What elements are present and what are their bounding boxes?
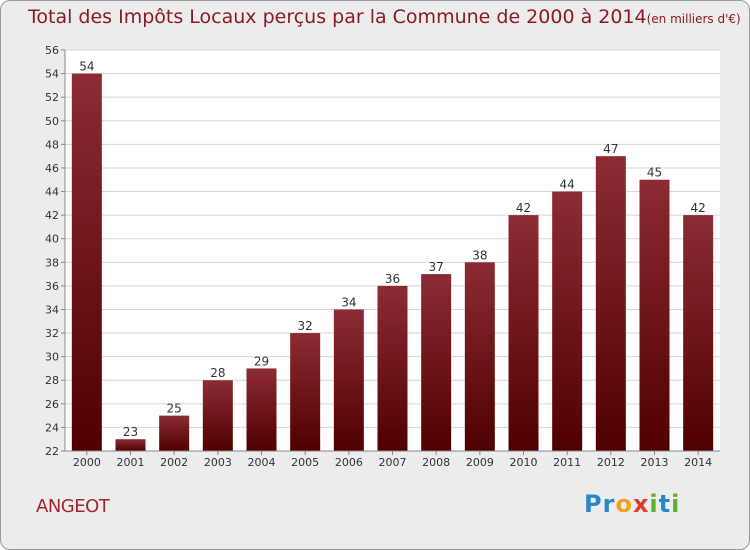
data-label-2003: 28	[210, 366, 225, 380]
y-tick-label: 30	[45, 351, 59, 364]
data-label-2001: 23	[123, 425, 138, 439]
y-tick-label: 40	[45, 233, 59, 246]
y-tick-label: 54	[45, 68, 59, 81]
logo-letter: r	[602, 490, 616, 518]
y-tick-label: 46	[45, 162, 59, 175]
bar-2008[interactable]	[421, 274, 452, 451]
y-tick-label: 28	[45, 374, 59, 387]
bar-2000[interactable]	[71, 73, 102, 452]
x-tick-label-2003: 2003	[204, 456, 232, 469]
bar-2002[interactable]	[159, 415, 190, 451]
x-tick-label-2012: 2012	[597, 456, 625, 469]
y-tick-label: 42	[45, 209, 59, 222]
y-tick-label: 44	[45, 186, 59, 199]
data-label-2008: 37	[429, 260, 444, 274]
x-tick-label-2000: 2000	[73, 456, 101, 469]
y-tick-label: 38	[45, 256, 59, 269]
proxiti-logo[interactable]: Proxiti	[584, 490, 680, 518]
bar-2007[interactable]	[377, 285, 408, 451]
bar-2013[interactable]	[639, 179, 670, 451]
logo-letter: i	[671, 490, 681, 518]
bar-2001[interactable]	[115, 439, 146, 451]
chart-title-main: Total des Impôts Locaux perçus par la Co…	[28, 6, 647, 28]
x-tick-label-2007: 2007	[379, 456, 407, 469]
y-tick-label: 22	[45, 445, 59, 458]
logo-letter: P	[584, 490, 603, 518]
x-tick-label-2004: 2004	[248, 456, 276, 469]
bar-2006[interactable]	[333, 309, 364, 451]
x-tick-label-2002: 2002	[160, 456, 188, 469]
y-tick-label: 26	[45, 398, 59, 411]
x-tick-label-2010: 2010	[510, 456, 538, 469]
data-label-2006: 34	[341, 295, 356, 309]
y-tick-label: 36	[45, 280, 59, 293]
data-label-2014: 42	[691, 201, 706, 215]
data-label-2009: 38	[472, 248, 487, 262]
bar-2012[interactable]	[595, 156, 626, 451]
logo-letter: o	[615, 490, 633, 518]
x-tick-label-2009: 2009	[466, 456, 494, 469]
y-tick-label: 48	[45, 138, 59, 151]
bar-2010[interactable]	[508, 215, 539, 451]
data-label-2011: 44	[560, 178, 575, 192]
y-tick-label: 34	[45, 303, 59, 316]
x-tick-label-2005: 2005	[291, 456, 319, 469]
data-label-2010: 42	[516, 201, 531, 215]
bar-2004[interactable]	[246, 368, 277, 451]
data-label-2013: 45	[647, 166, 662, 180]
y-tick-label: 32	[45, 327, 59, 340]
data-label-2000: 54	[79, 60, 94, 74]
y-tick-label: 52	[45, 91, 59, 104]
bar-2003[interactable]	[202, 380, 233, 451]
chart-title-unit: (en milliers d'€)	[646, 12, 741, 26]
data-label-2005: 32	[298, 319, 313, 333]
data-label-2007: 36	[385, 272, 400, 286]
bar-2011[interactable]	[552, 191, 583, 451]
x-tick-label-2011: 2011	[553, 456, 581, 469]
y-tick-label: 50	[45, 115, 59, 128]
x-tick-label-2008: 2008	[422, 456, 450, 469]
y-tick-label: 56	[45, 44, 59, 57]
data-label-2012: 47	[603, 142, 618, 156]
x-tick-label-2006: 2006	[335, 456, 363, 469]
logo-letter: x	[632, 490, 650, 518]
logo-letter: t	[658, 490, 672, 518]
commune-name: ANGEOT	[36, 496, 110, 517]
x-tick-label-2001: 2001	[117, 456, 145, 469]
y-tick-label: 24	[45, 421, 59, 434]
bar-2014[interactable]	[683, 215, 714, 451]
x-tick-label-2014: 2014	[684, 456, 712, 469]
logo-letter: i	[649, 490, 659, 518]
data-label-2002: 25	[167, 402, 182, 416]
data-label-2004: 29	[254, 354, 269, 368]
bar-2005[interactable]	[290, 333, 321, 451]
x-tick-label-2013: 2013	[641, 456, 669, 469]
chart-title: Total des Impôts Locaux perçus par la Co…	[28, 6, 741, 28]
bar-2009[interactable]	[464, 262, 495, 451]
